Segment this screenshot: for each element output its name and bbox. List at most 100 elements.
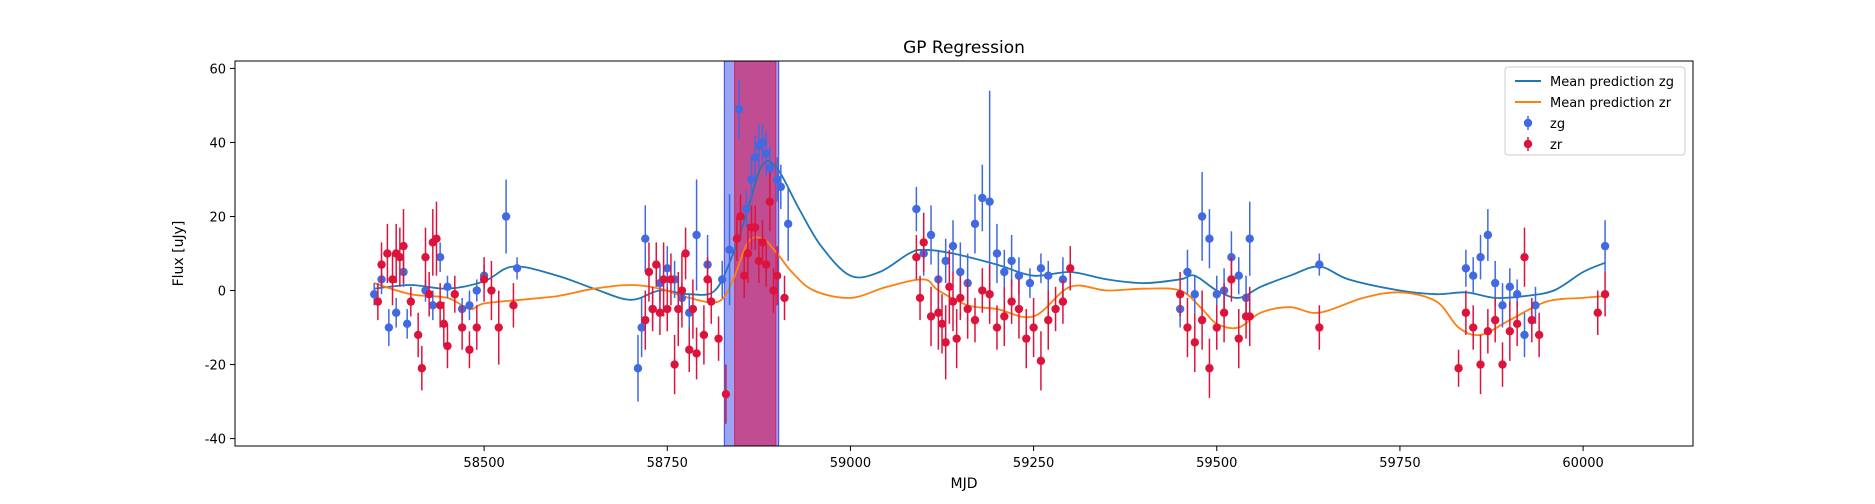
y-tick-label-0: -40 [205, 433, 226, 448]
zr-point-24 [509, 301, 518, 310]
zr-point-58 [912, 253, 921, 262]
zg-point-80 [1531, 301, 1540, 310]
zr-point-98 [1469, 323, 1478, 332]
zr-point-19 [465, 345, 474, 354]
zg-point-81 [1600, 241, 1610, 251]
x-tick-label-0: 58500 [463, 456, 504, 471]
zr-point-80 [1044, 315, 1053, 325]
zr-point-74 [1000, 312, 1009, 321]
zg-point-31 [747, 175, 756, 184]
legend-swatch-3 [1523, 139, 1533, 149]
zr-point-89 [1212, 323, 1221, 332]
x-tick-label-6: 60000 [1562, 456, 1603, 471]
zg-point-49 [978, 193, 987, 203]
zr-point-3 [388, 275, 397, 284]
zr-point-14 [435, 301, 445, 310]
zr-point-68 [956, 293, 965, 303]
zr-point-61 [926, 312, 936, 321]
zg-point-79 [1520, 330, 1529, 340]
zg-point-27 [718, 275, 727, 284]
zr-point-96 [1454, 364, 1463, 373]
zg-point-75 [1490, 278, 1500, 288]
zr-point-0 [373, 297, 383, 306]
zr-point-102 [1498, 360, 1507, 369]
zr-point-72 [985, 290, 994, 299]
zr-point-39 [692, 349, 701, 358]
zr-point-60 [919, 238, 928, 247]
zg-point-12 [472, 286, 481, 295]
zr-point-91 [1227, 275, 1236, 284]
zr-point-22 [487, 286, 496, 295]
zr-point-103 [1505, 327, 1515, 336]
zg-point-71 [1461, 264, 1471, 273]
zg-point-61 [1190, 290, 1199, 299]
zg-point-62 [1197, 212, 1207, 221]
zg-point-48 [970, 219, 980, 229]
zg-point-17 [637, 323, 646, 332]
zr-point-21 [479, 275, 489, 284]
zg-point-30 [742, 204, 751, 214]
zg-point-46 [956, 267, 965, 277]
zr-point-63 [937, 319, 947, 329]
zr-point-8 [413, 330, 423, 340]
zg-point-29 [734, 104, 744, 114]
zg-point-35 [761, 149, 771, 158]
zg-point-56 [1036, 264, 1046, 273]
zr-point-59 [915, 293, 925, 303]
legend-box [1504, 66, 1686, 156]
zg-point-74 [1483, 230, 1493, 240]
x-tick-label-1: 58750 [647, 456, 688, 471]
zr-point-34 [674, 304, 683, 314]
zr-point-7 [406, 297, 416, 306]
zr-point-78 [1029, 323, 1038, 332]
zg-point-72 [1469, 271, 1478, 280]
zg-point-78 [1512, 290, 1522, 299]
x-tick-label-5: 59750 [1379, 456, 1420, 471]
zr-point-51 [754, 256, 764, 266]
zr-point-67 [952, 334, 961, 343]
legend-label-3: zr [1550, 138, 1563, 153]
zr-point-41 [703, 275, 712, 284]
zg-point-8 [435, 253, 445, 262]
zg-point-77 [1505, 282, 1515, 292]
zr-point-36 [681, 249, 690, 258]
zr-point-82 [1058, 297, 1068, 306]
zr-point-23 [494, 323, 503, 332]
zr-point-84 [1175, 290, 1185, 299]
zr-point-83 [1066, 264, 1075, 273]
zg-point-64 [1212, 290, 1221, 299]
zr-point-106 [1527, 315, 1537, 325]
zr-point-65 [945, 282, 954, 292]
zr-point-18 [457, 323, 467, 332]
zr-point-95 [1315, 323, 1324, 332]
zg-point-57 [1044, 271, 1053, 280]
chart-title: GP Regression [903, 38, 1025, 58]
zr-point-109 [1600, 290, 1610, 299]
zr-point-94 [1245, 312, 1254, 321]
zr-point-9 [417, 364, 427, 373]
zg-point-32 [750, 153, 760, 162]
legend-label-0: Mean prediction zg [1550, 75, 1674, 90]
zr-point-85 [1183, 323, 1192, 332]
data-points [370, 79, 1610, 424]
zr-point-57 [780, 293, 789, 303]
zr-point-56 [772, 271, 782, 280]
y-tick-label-2: 0 [218, 285, 226, 300]
zg-point-34 [758, 138, 767, 147]
zg-point-45 [948, 241, 958, 251]
y-tick-label-1: -20 [205, 359, 226, 374]
zr-point-33 [670, 360, 679, 369]
zr-point-97 [1461, 308, 1471, 317]
zr-point-101 [1490, 315, 1500, 325]
zg-point-3 [391, 308, 401, 317]
zg-point-44 [941, 256, 950, 266]
zg-point-42 [926, 230, 936, 240]
zg-point-7 [428, 301, 438, 310]
y-tick-label-3: 20 [209, 210, 226, 225]
zr-point-13 [432, 234, 441, 243]
series-zr [373, 172, 1610, 424]
zr-point-100 [1483, 327, 1493, 336]
zr-point-20 [472, 323, 481, 332]
